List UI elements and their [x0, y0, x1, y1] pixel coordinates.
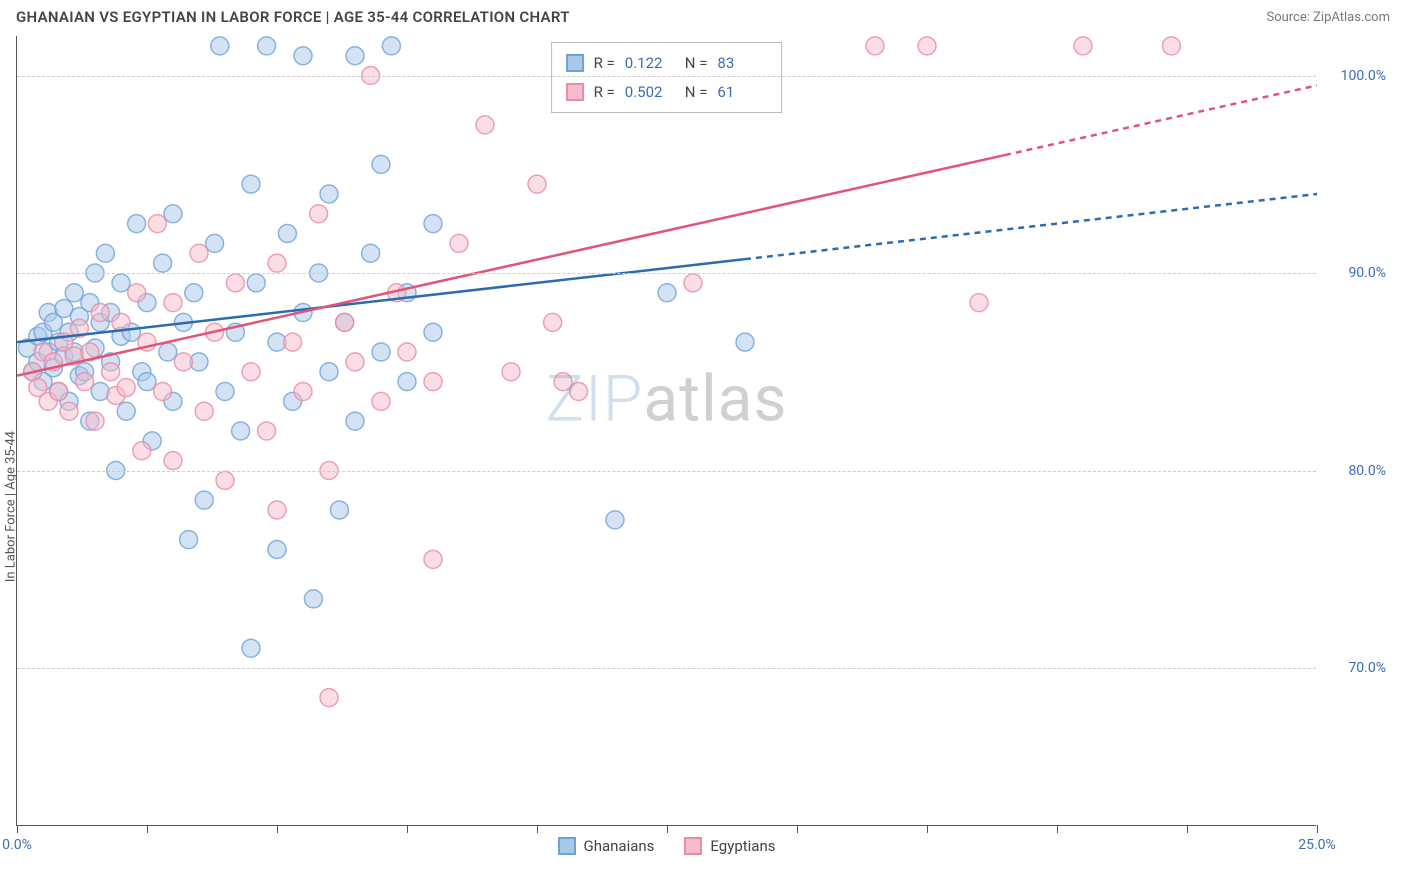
stats-row-ghanaians: R = 0.122 N = 83	[566, 49, 768, 78]
swatch-ghanaians	[566, 54, 584, 72]
chart-area: In Labor Force | Age 35-44 R = 0.122 N =…	[16, 36, 1316, 826]
stats-legend-box: R = 0.122 N = 83 R = 0.502 N = 61	[551, 42, 783, 113]
legend-item-ghanaians: Ghanaians	[558, 837, 655, 855]
y-tick-label: 80.0%	[1348, 463, 1386, 479]
bottom-legend: Ghanaians Egyptians	[558, 837, 776, 855]
x-tick-label: 25.0%	[1298, 837, 1336, 853]
scatter-plot-svg	[17, 36, 1317, 826]
n-value-egyptians: 61	[717, 78, 767, 107]
y-tick-label: 70.0%	[1348, 660, 1386, 676]
stats-row-egyptians: R = 0.502 N = 61	[566, 78, 768, 107]
r-value-egyptians: 0.502	[625, 78, 675, 107]
y-tick-label: 100.0%	[1341, 68, 1386, 84]
legend-item-egyptians: Egyptians	[684, 837, 775, 855]
y-axis-label: In Labor Force | Age 35-44	[4, 431, 19, 582]
n-value-ghanaians: 83	[717, 49, 767, 78]
chart-title: GHANAIAN VS EGYPTIAN IN LABOR FORCE | AG…	[16, 8, 570, 26]
swatch-egyptians	[566, 83, 584, 101]
r-value-ghanaians: 0.122	[625, 49, 675, 78]
source-attribution: Source: ZipAtlas.com	[1266, 10, 1390, 25]
x-tick-label: 0.0%	[2, 837, 32, 853]
swatch-ghanaians-bottom	[558, 837, 576, 855]
swatch-egyptians-bottom	[684, 837, 702, 855]
y-tick-label: 90.0%	[1348, 265, 1386, 281]
